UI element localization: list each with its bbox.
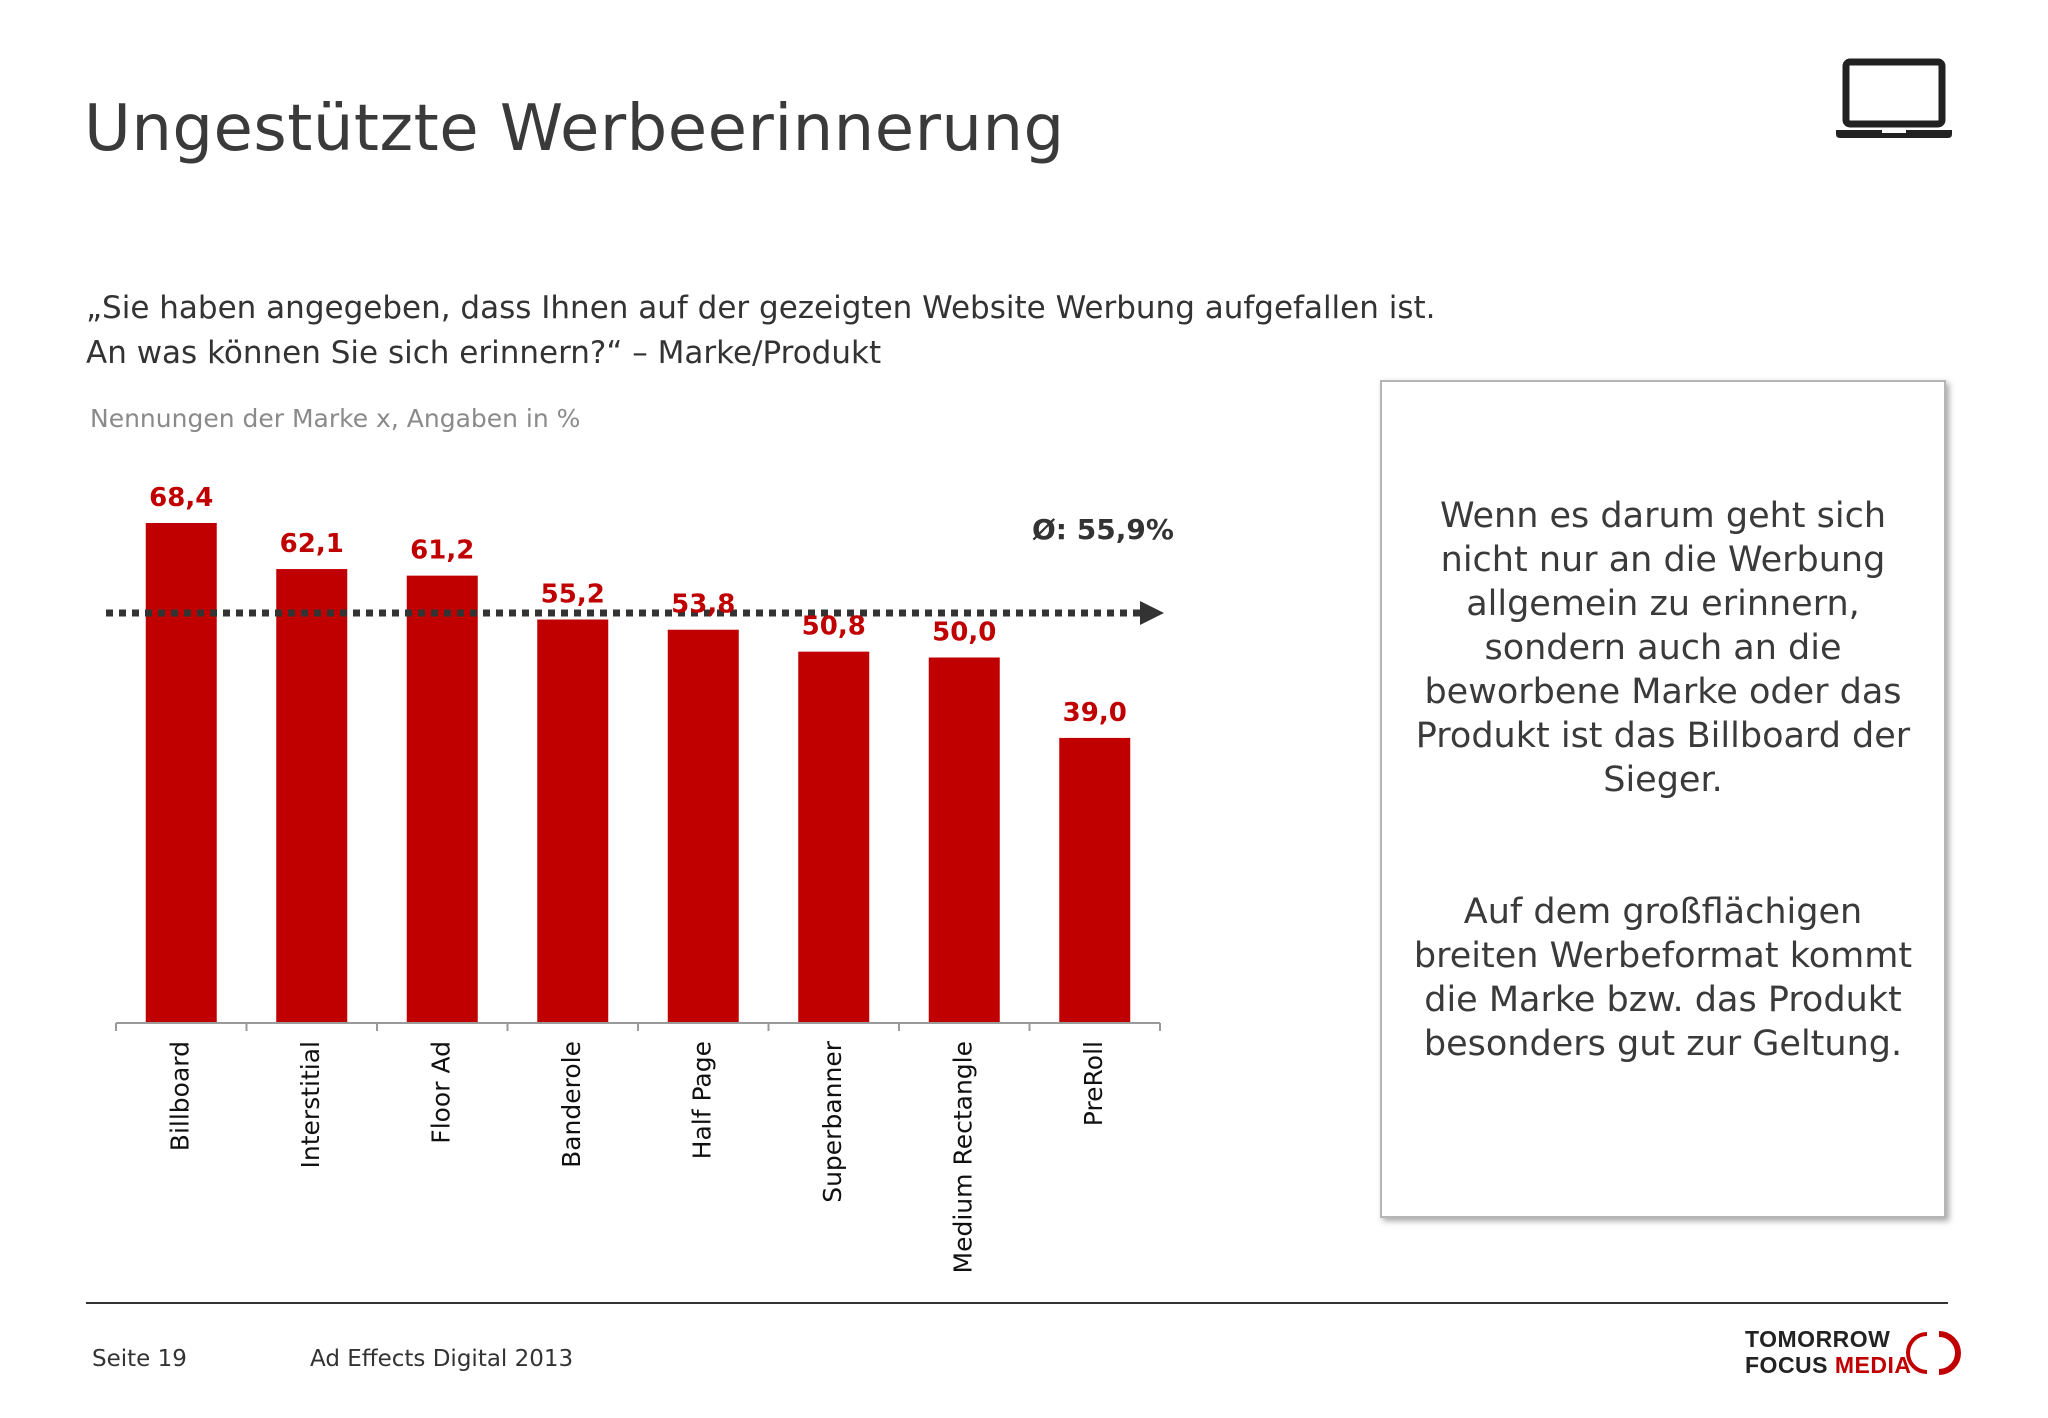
category-label: Medium Rectangle bbox=[948, 1041, 977, 1273]
logo-text-line-1: TOMORROW bbox=[1745, 1326, 1891, 1352]
bar-7 bbox=[928, 657, 1000, 1023]
category-label: Billboard bbox=[165, 1041, 194, 1151]
bars-layer bbox=[145, 523, 1131, 1023]
category-label: Banderole bbox=[557, 1041, 586, 1168]
company-logo: TOMORROW FOCUS MEDIA bbox=[1745, 1326, 1965, 1378]
study-name: Ad Effects Digital 2013 bbox=[310, 1346, 574, 1372]
survey-question-line-1: „Sie haben angegeben, dass Ihnen auf der… bbox=[86, 290, 1436, 326]
category-label: PreRoll bbox=[1079, 1041, 1108, 1126]
bar-value-label: 68,4 bbox=[149, 483, 213, 513]
category-label: Superbanner bbox=[818, 1040, 847, 1203]
bar-value-label: 39,0 bbox=[1063, 698, 1127, 728]
category-label: Interstitial bbox=[296, 1041, 325, 1168]
logo-text-line-2: FOCUS MEDIA bbox=[1745, 1352, 1912, 1379]
survey-question: „Sie haben angegeben, dass Ihnen auf der… bbox=[86, 286, 1436, 376]
logo-mark-icon bbox=[1906, 1331, 1961, 1375]
callout-paragraph-1: Wenn es darum geht sich nicht nur an die… bbox=[1415, 496, 1911, 800]
average-label: Ø: 55,9% bbox=[1032, 513, 1174, 546]
footer-divider bbox=[86, 1302, 1948, 1304]
logo-text-focus: FOCUS bbox=[1745, 1352, 1828, 1378]
bar-8 bbox=[1059, 737, 1131, 1023]
callout-box: Wenn es darum geht sich nicht nur an die… bbox=[1380, 380, 1946, 1218]
bar-value-label: 55,2 bbox=[541, 579, 605, 609]
bar-4 bbox=[537, 619, 609, 1023]
bar-value-label: 62,1 bbox=[280, 529, 344, 559]
bar-value-label: 53,8 bbox=[671, 590, 735, 620]
average-line-group bbox=[106, 601, 1164, 625]
category-label: Floor Ad bbox=[426, 1041, 455, 1144]
average-arrowhead bbox=[1140, 601, 1164, 625]
callout-paragraph-2: Auf dem großflächigen breiten Werbeforma… bbox=[1413, 892, 1913, 1064]
bar-value-label: 50,8 bbox=[802, 612, 866, 642]
page-number: Seite 19 bbox=[92, 1346, 187, 1372]
labels-layer: 68,4 Billboard 62,1 Interstitial 61,2 Floor A… bbox=[149, 483, 1174, 1273]
bar-value-label: 50,0 bbox=[932, 618, 996, 648]
bar-5 bbox=[667, 629, 739, 1023]
bar-3 bbox=[406, 575, 478, 1023]
chart-subtitle: Nennungen der Marke x, Angaben in % bbox=[90, 404, 581, 433]
page-title: Ungestützte Werbeerinnerung bbox=[84, 92, 1065, 166]
bar-1 bbox=[145, 523, 217, 1023]
survey-question-line-2: An was können Sie sich erinnern?“ – Mark… bbox=[86, 335, 882, 371]
bar-2 bbox=[276, 569, 348, 1023]
logo-text-media: MEDIA bbox=[1834, 1352, 1912, 1378]
category-label: Half Page bbox=[687, 1041, 716, 1159]
x-axis bbox=[115, 1022, 1161, 1031]
bar-6 bbox=[798, 651, 870, 1023]
laptop-icon bbox=[1836, 58, 1952, 138]
bar-value-label: 61,2 bbox=[410, 536, 474, 566]
